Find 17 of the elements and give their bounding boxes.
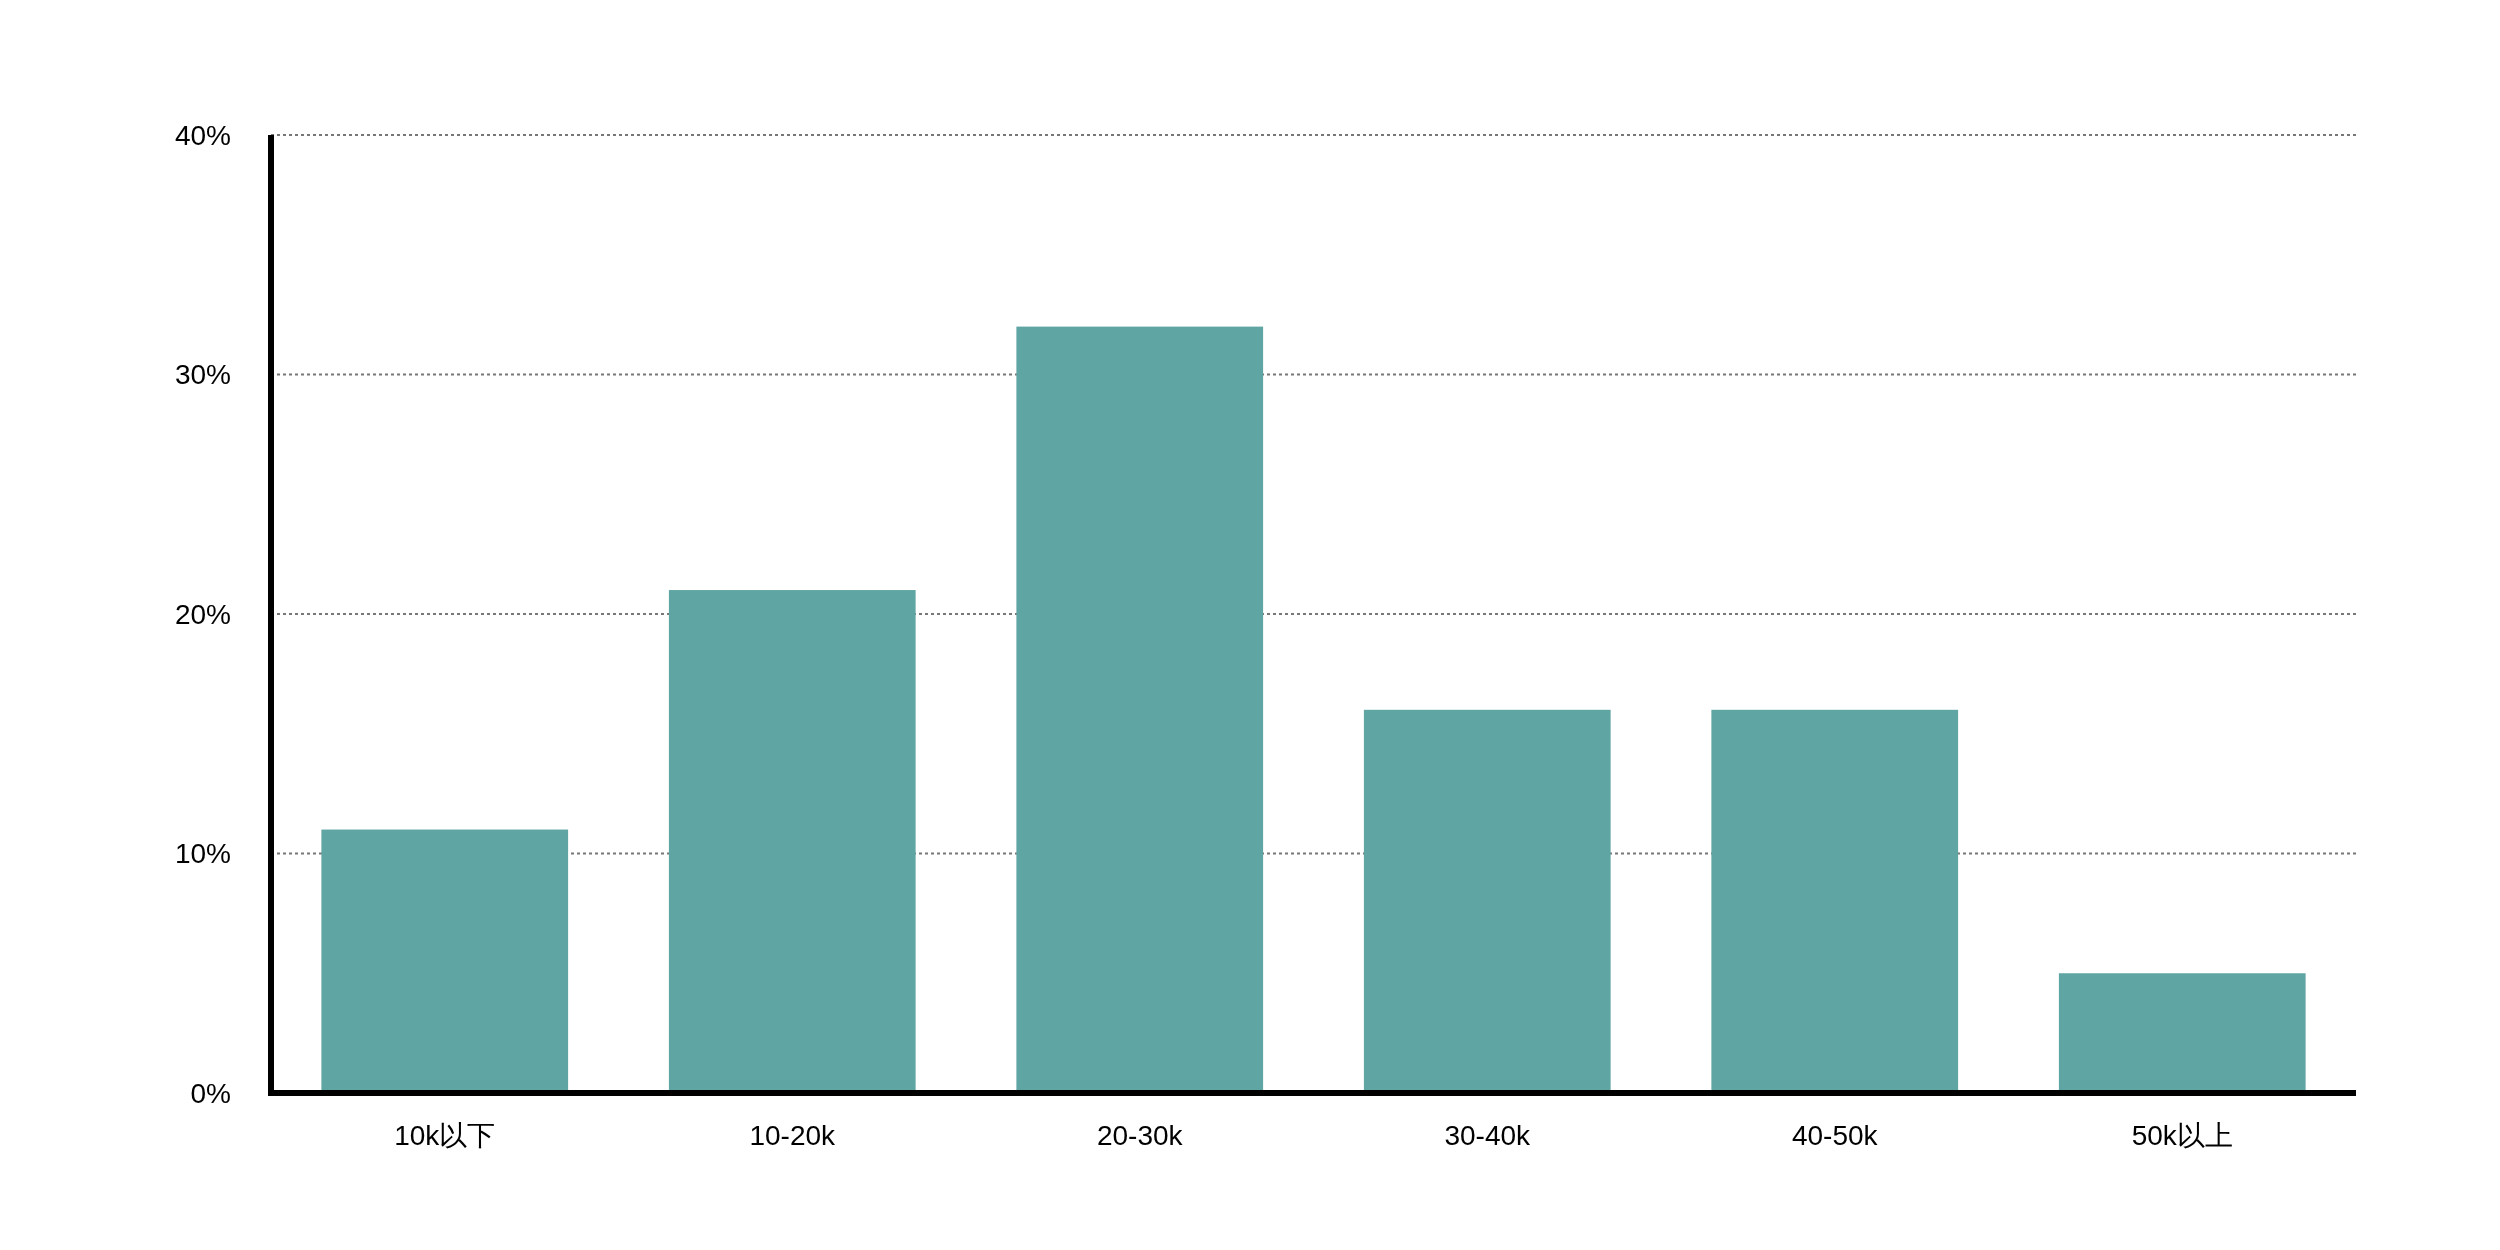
y-tick-label: 30% bbox=[174, 359, 231, 390]
y-tick-label: 10% bbox=[174, 838, 231, 869]
bar bbox=[1711, 709, 1959, 1093]
bar bbox=[1016, 326, 1264, 1093]
bar bbox=[321, 829, 569, 1093]
x-tick-label: 50k以上 bbox=[2131, 1119, 2233, 1151]
y-tick-label: 20% bbox=[174, 598, 231, 630]
x-tick-label: 10-20k bbox=[749, 1119, 837, 1151]
x-tick-label: 10k以下 bbox=[394, 1119, 496, 1151]
y-tick-label: 0% bbox=[190, 1077, 231, 1109]
x-tick-label: 30-40k bbox=[1444, 1119, 1532, 1151]
bar bbox=[2058, 973, 2306, 1093]
y-tick-label: 40% bbox=[174, 119, 231, 151]
bar bbox=[668, 590, 916, 1093]
x-tick-label: 40-50k bbox=[1791, 1119, 1879, 1151]
x-tick-label: 20-30k bbox=[1096, 1119, 1184, 1151]
bar bbox=[1363, 709, 1611, 1093]
